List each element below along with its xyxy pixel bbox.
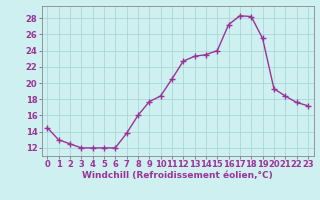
X-axis label: Windchill (Refroidissement éolien,°C): Windchill (Refroidissement éolien,°C) <box>82 171 273 180</box>
